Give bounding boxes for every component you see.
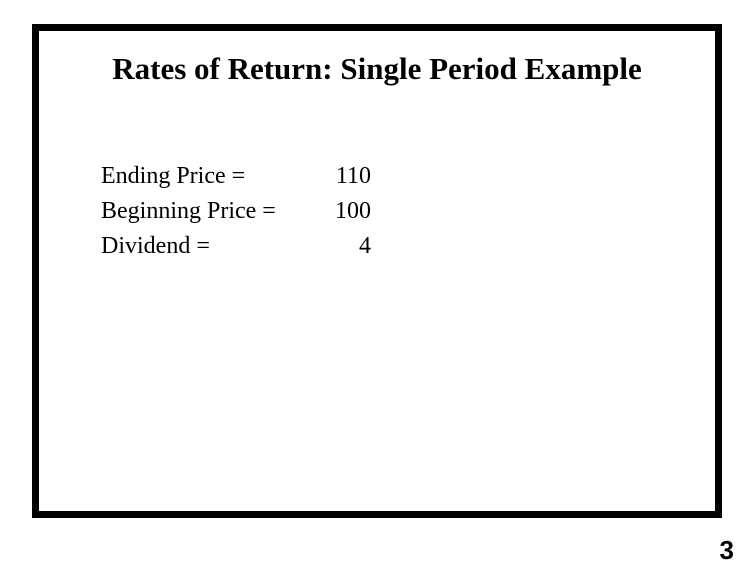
slide-content: Ending Price = 110 Beginning Price = 100… bbox=[101, 159, 715, 263]
data-row: Beginning Price = 100 bbox=[101, 194, 715, 229]
slide-title: Rates of Return: Single Period Example bbox=[39, 51, 715, 87]
row-value: 4 bbox=[321, 229, 371, 264]
row-label: Beginning Price = bbox=[101, 194, 321, 229]
slide-frame: Rates of Return: Single Period Example E… bbox=[32, 24, 722, 518]
row-value: 110 bbox=[321, 159, 371, 194]
row-value: 100 bbox=[321, 194, 371, 229]
data-row: Dividend = 4 bbox=[101, 229, 715, 264]
row-label: Ending Price = bbox=[101, 159, 321, 194]
data-row: Ending Price = 110 bbox=[101, 159, 715, 194]
page-number: 3 bbox=[720, 535, 734, 566]
row-label: Dividend = bbox=[101, 229, 321, 264]
